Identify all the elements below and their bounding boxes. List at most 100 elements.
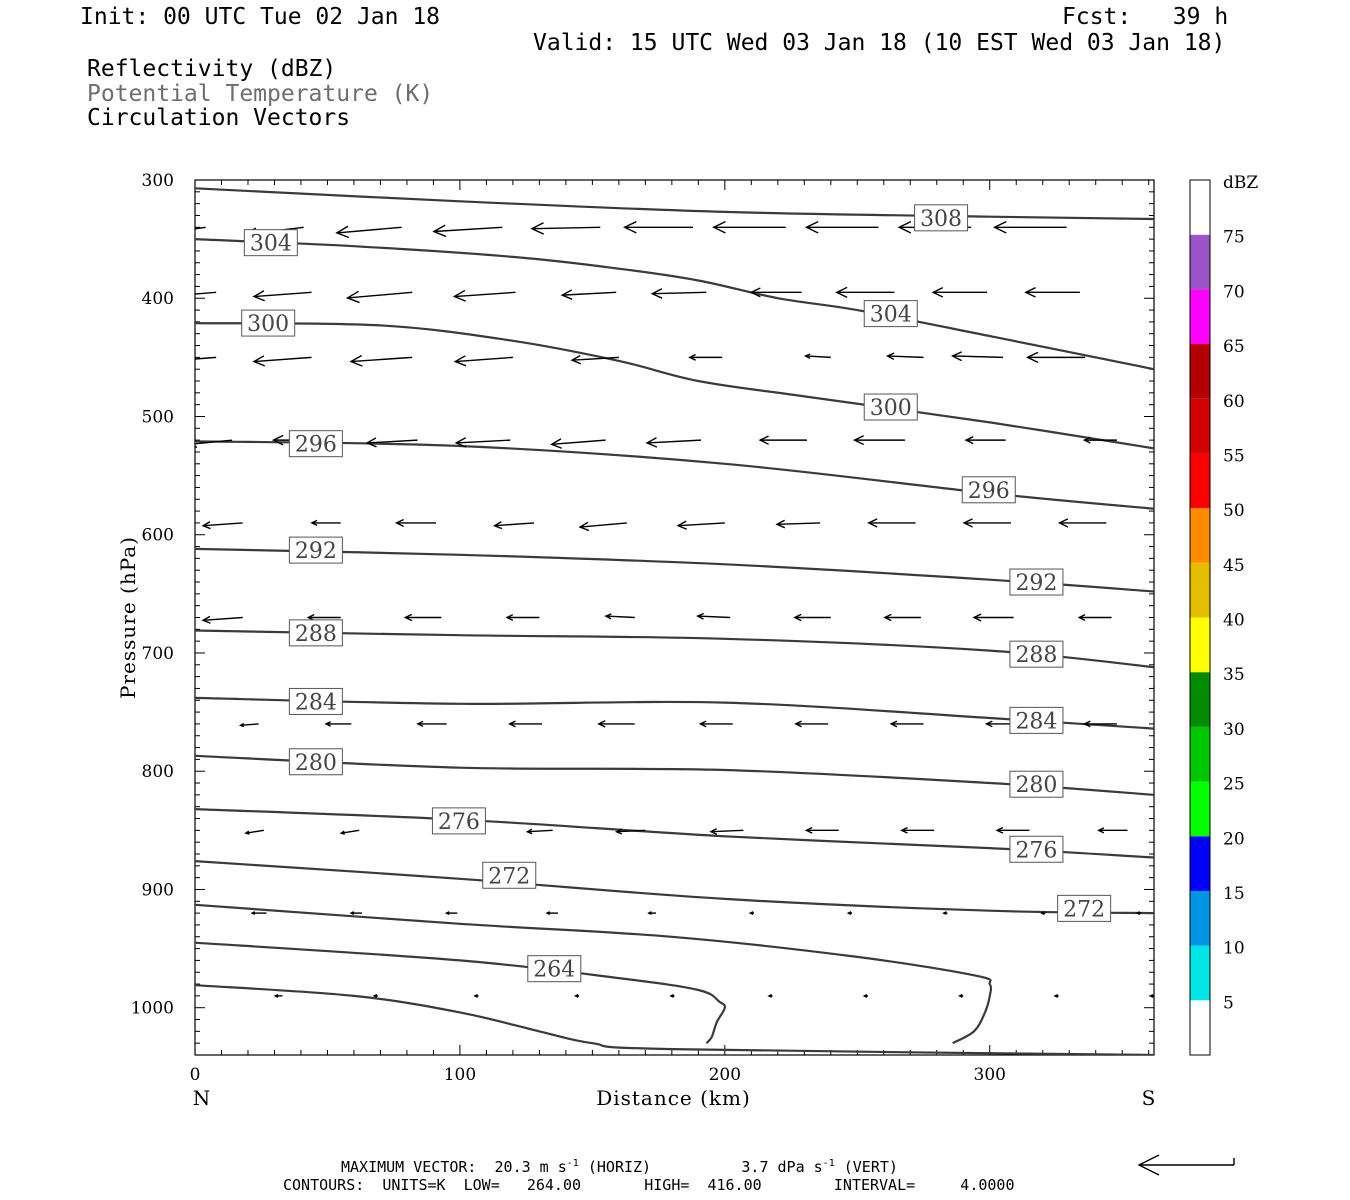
theta-contour-272: [195, 860, 1154, 915]
x-tick-label: 200: [709, 1065, 741, 1085]
contour-label-276: 276: [1009, 835, 1064, 863]
circulation-vector: [775, 519, 821, 529]
circulation-vector: [310, 519, 341, 527]
y-tick-label: 700: [142, 644, 174, 664]
circulation-vector: [530, 222, 601, 235]
colorbar-segment: [1190, 672, 1210, 727]
colorbar-level-label: 20: [1223, 829, 1245, 849]
field-circulation-vectors: Circulation Vectors: [87, 105, 351, 131]
contour-label-276: 276: [431, 807, 486, 835]
y-tick-label: 1000: [131, 999, 174, 1019]
contour-label-292: 292: [1009, 568, 1064, 596]
circulation-vector: [676, 520, 725, 530]
circulation-vector: [883, 613, 921, 622]
colorbar-segment: [1190, 453, 1210, 509]
colorbar-level-label: 50: [1223, 501, 1245, 521]
circulation-vector: [1040, 911, 1046, 916]
circulation-vector: [416, 720, 447, 728]
svg-text:276: 276: [1015, 838, 1057, 863]
theta-contour-268: [195, 903, 993, 1045]
svg-text:300: 300: [870, 396, 912, 421]
circulation-vectors: [195, 221, 1154, 998]
contour-label-264: 264: [527, 955, 582, 983]
circulation-vector: [339, 829, 360, 835]
theta-contours: [195, 187, 1154, 1055]
y-tick-label: 600: [142, 526, 174, 546]
colorbar-title: dBZ: [1223, 173, 1258, 193]
colorbar-level-label: 30: [1223, 720, 1245, 740]
colorbar-segment: [1190, 180, 1210, 235]
circulation-vector: [372, 993, 378, 998]
circulation-vector: [597, 720, 635, 728]
circulation-vector: [1082, 720, 1117, 728]
colorbar-segment: [1190, 289, 1210, 345]
circulation-vector: [1025, 351, 1086, 364]
contour-label-296: 296: [288, 430, 343, 458]
circulation-vector: [492, 521, 535, 530]
circulation-vector: [862, 993, 868, 998]
svg-text:288: 288: [1015, 643, 1057, 668]
circulation-vector: [962, 518, 1011, 528]
colorbar-level-label: 40: [1223, 611, 1245, 631]
field-reflectivity: Reflectivity (dBZ): [87, 56, 337, 82]
circulation-vector: [452, 289, 516, 302]
circulation-vector: [1148, 993, 1154, 998]
colorbar-segment: [1190, 398, 1210, 454]
x-axis-title: Distance (km): [596, 1086, 751, 1110]
max-vector-horiz: 20.3 m s: [494, 1158, 567, 1176]
colorbar-level-label: 65: [1223, 337, 1245, 357]
colorbar-level-label: 45: [1223, 556, 1245, 576]
reference-vector-head: [1137, 1154, 1160, 1176]
valid-time: Valid: 15 UTC Wed 03 Jan 18 (10 EST Wed …: [533, 30, 1226, 56]
circulation-vector: [525, 828, 553, 835]
circulation-vector: [432, 224, 503, 238]
circulation-vector: [852, 435, 905, 446]
circulation-vector: [885, 352, 924, 360]
circulation-vector: [1024, 287, 1080, 298]
circulation-vector: [238, 722, 259, 728]
svg-text:296: 296: [968, 479, 1010, 504]
theta-contour-300: [195, 322, 1154, 450]
x-tick-label: 100: [444, 1065, 476, 1085]
circulation-vector: [345, 290, 413, 304]
circulation-vector: [669, 993, 675, 998]
colorbar-segment: [1190, 781, 1210, 837]
contour-label-280: 280: [1009, 770, 1064, 798]
contour-labels: 308 304 304 300 300 296 296 292 292 288 288 284 284 2…: [241, 204, 1112, 983]
circulation-vector: [244, 829, 264, 835]
circulation-vector: [473, 993, 479, 998]
circulation-vector: [1135, 911, 1141, 916]
circulation-vector: [365, 437, 418, 448]
circulation-vector: [709, 828, 744, 835]
circulation-vector: [454, 437, 511, 448]
theta-contour-308: [195, 187, 1154, 221]
circulation-vector: [846, 911, 852, 916]
circulation-vector: [1077, 614, 1112, 621]
circulation-vector: [804, 826, 839, 834]
contour-label-300: 300: [863, 393, 918, 421]
max-vector-info: MAXIMUM VECTOR: 20.3 m s-1 (HORIZ) 3.7 d…: [341, 1159, 898, 1175]
circulation-vector: [696, 612, 731, 620]
circulation-vector: [1053, 993, 1059, 998]
circulation-vector: [201, 521, 243, 530]
contour-label-280: 280: [288, 748, 343, 776]
colorbar-segment: [1190, 562, 1210, 618]
init-time: Init: 00 UTC Tue 02 Jan 18: [80, 4, 441, 30]
circulation-vector: [273, 993, 283, 998]
svg-text:280: 280: [1015, 773, 1057, 798]
colorbar-segment: [1190, 234, 1210, 290]
exp-vert: -1: [822, 1158, 835, 1169]
circulation-vector: [614, 828, 646, 835]
circulation-vector: [252, 290, 312, 302]
theta-contour-264: [195, 941, 726, 1044]
svg-text:300: 300: [247, 312, 289, 337]
circulation-vector: [867, 518, 916, 528]
circulation-vector: [793, 613, 831, 622]
contour-label-284: 284: [1009, 706, 1064, 734]
max-vector-label: MAXIMUM VECTOR:: [341, 1158, 477, 1176]
max-vector-horiz-unit: (HORIZ): [587, 1158, 652, 1176]
circulation-vector: [195, 356, 217, 360]
exp-horiz: -1: [566, 1158, 579, 1169]
colorbar-segment: [1190, 836, 1210, 891]
